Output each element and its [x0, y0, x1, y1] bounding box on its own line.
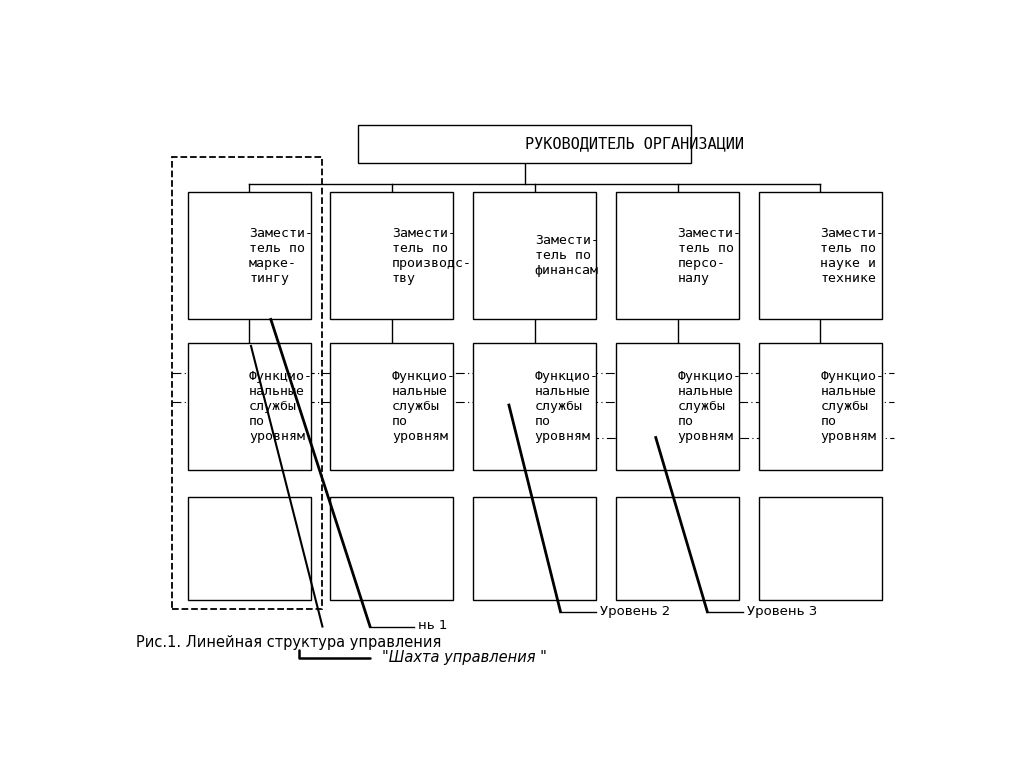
FancyBboxPatch shape [187, 496, 310, 600]
FancyBboxPatch shape [331, 343, 454, 470]
FancyBboxPatch shape [473, 496, 596, 600]
Text: Замести-
тель по
финансам: Замести- тель по финансам [535, 235, 599, 278]
Text: Функцио-
нальные
службы
по
уровням: Функцио- нальные службы по уровням [678, 370, 741, 443]
Text: Замести-
тель по
марке-
тингу: Замести- тель по марке- тингу [249, 227, 313, 285]
FancyBboxPatch shape [616, 343, 739, 470]
FancyBboxPatch shape [331, 496, 454, 600]
Text: Замести-
тель по
производс-
тву: Замести- тель по производс- тву [392, 227, 472, 285]
FancyBboxPatch shape [331, 193, 454, 319]
Text: нь 1: нь 1 [418, 620, 447, 633]
Text: Функцио-
нальные
службы
по
уровням: Функцио- нальные службы по уровням [249, 370, 313, 443]
FancyBboxPatch shape [187, 193, 310, 319]
Text: Замести-
тель по
науке и
технике: Замести- тель по науке и технике [820, 227, 885, 285]
FancyBboxPatch shape [473, 193, 596, 319]
Text: РУКОВОДИТЕЛЬ ОРГАНИЗАЦИИ: РУКОВОДИТЕЛЬ ОРГАНИЗАЦИИ [524, 137, 743, 151]
Text: Рис.1. Линейная структура управления: Рис.1. Линейная структура управления [136, 635, 441, 650]
FancyBboxPatch shape [187, 343, 310, 470]
Text: Функцио-
нальные
службы
по
уровням: Функцио- нальные службы по уровням [820, 370, 885, 443]
FancyBboxPatch shape [759, 193, 882, 319]
FancyBboxPatch shape [759, 343, 882, 470]
FancyBboxPatch shape [616, 193, 739, 319]
Text: Замести-
тель по
персо-
налу: Замести- тель по персо- налу [678, 227, 741, 285]
Text: Функцио-
нальные
службы
по
уровням: Функцио- нальные службы по уровням [392, 370, 456, 443]
FancyBboxPatch shape [473, 343, 596, 470]
Text: "Шахта управления ": "Шахта управления " [382, 650, 547, 665]
FancyBboxPatch shape [616, 496, 739, 600]
FancyBboxPatch shape [358, 124, 691, 163]
FancyBboxPatch shape [759, 496, 882, 600]
Text: Уровень 2: Уровень 2 [600, 604, 671, 617]
Text: Функцио-
нальные
службы
по
уровням: Функцио- нальные службы по уровням [535, 370, 599, 443]
Text: Уровень 3: Уровень 3 [748, 604, 817, 617]
